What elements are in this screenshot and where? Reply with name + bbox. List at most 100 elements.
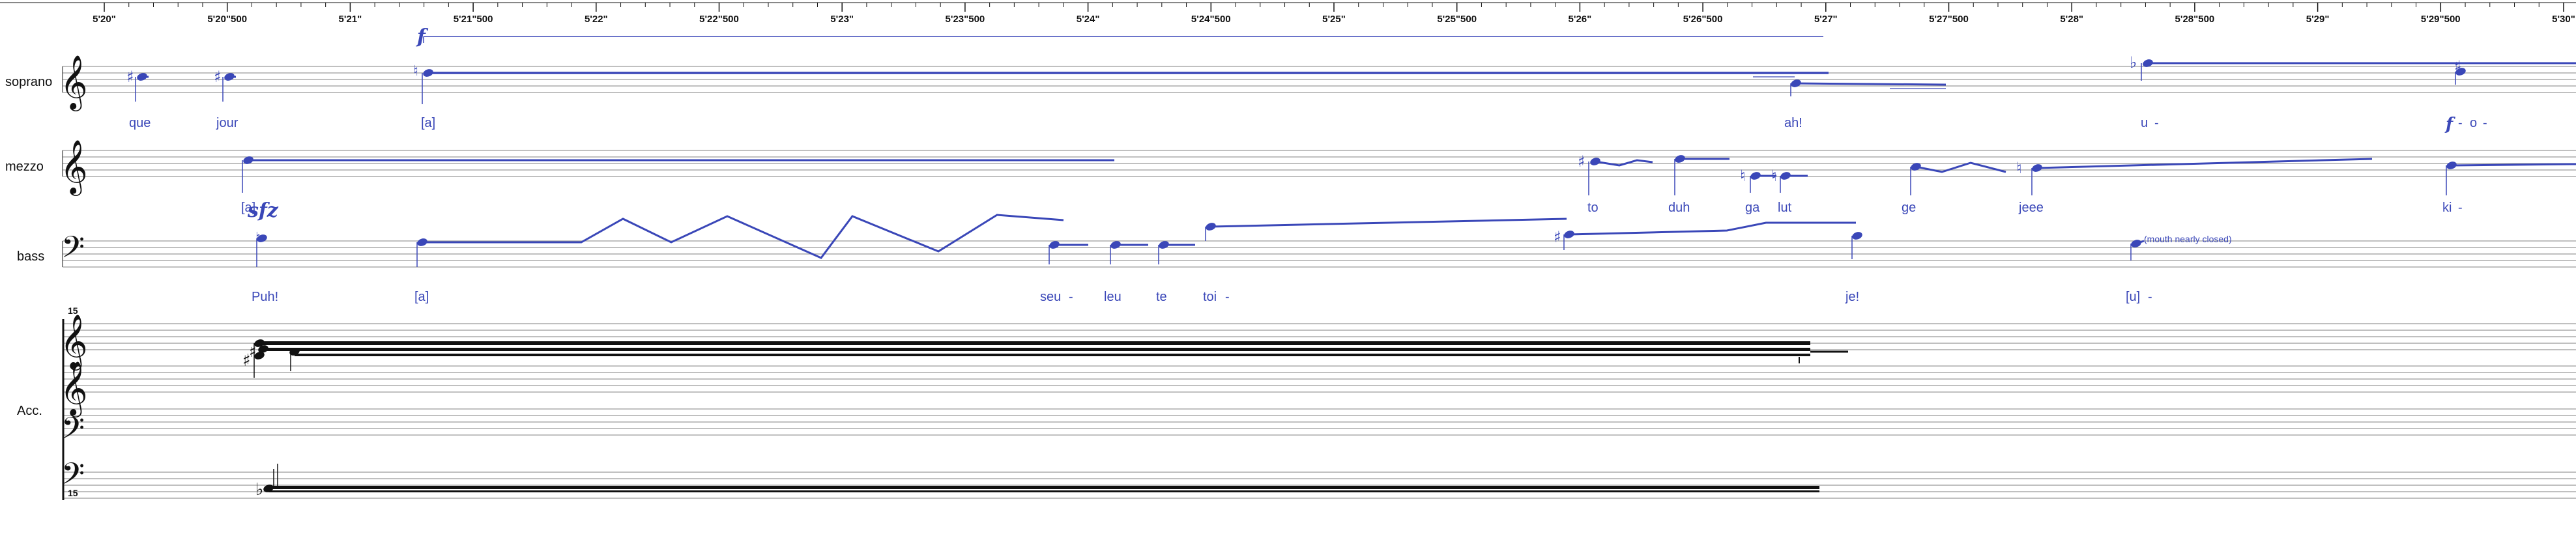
natural-icon: ♮ (413, 63, 418, 79)
ruler-tick-label: 5'30" (2552, 14, 2575, 25)
notehead-icon (257, 234, 267, 242)
dynamic-sfz-mezzo: sfz (247, 199, 279, 222)
sustain-line (2036, 158, 2373, 169)
sharp-icon: ♯ (126, 68, 134, 86)
octave-number-bottom: 15 (68, 488, 78, 498)
ruler-tick-label: 5'25" (1322, 14, 1346, 25)
sustain-bar (263, 348, 1810, 351)
natural-icon: ♮ (2016, 159, 2022, 177)
ruler-tick-label: 5'29" (2306, 14, 2330, 25)
notehead-icon (1911, 163, 1921, 171)
ruler-tick-label: 5'28"500 (2175, 14, 2215, 25)
lyric-bass: te (1156, 290, 1167, 304)
sharp-icon: ♯ (249, 343, 257, 361)
lyric-hyphen-line: - (2483, 116, 2487, 130)
lyric-mezzo: ge (1902, 201, 1916, 215)
flat-icon: ♭ (2130, 53, 2137, 72)
ruler-tick-label: 5'27" (1814, 14, 1838, 25)
sustain-line (1795, 82, 1946, 86)
bass-clef-icon: 𝄢 (61, 230, 85, 272)
lyric-mezzo: to (1587, 201, 1599, 215)
sustain-line (1210, 218, 1567, 228)
lyric-mezzo: lut (1778, 201, 1792, 215)
lyric-soprano: jour (216, 116, 239, 130)
ruler-tick-label: 5'23" (830, 14, 854, 25)
ruler-tick-label: 5'28" (2060, 14, 2083, 25)
part-label-mezzo: mezzo (5, 160, 44, 174)
notehead-icon (2455, 68, 2466, 76)
glissando-line (422, 214, 1064, 259)
ruler-tick-label: 5'25"500 (1437, 14, 1477, 25)
lyric-bass: [a] (414, 290, 429, 304)
natural-icon: ♮ (1771, 167, 1777, 185)
sustain-bar-end (1799, 357, 1800, 363)
ruler-tick-label: 5'27"500 (1929, 14, 1969, 25)
ruler-tick-label: 5'22"500 (699, 14, 739, 25)
glissando-line (1569, 221, 1856, 236)
part-label-acc: Acc. (17, 404, 42, 418)
sustain-bar (268, 490, 1819, 492)
lyric-soprano: que (129, 116, 151, 130)
ruler-tick-label: 5'23"500 (946, 14, 985, 25)
lyric-hyphen-line: - (2148, 290, 2152, 304)
lyric-soprano: ah! (1784, 116, 1802, 130)
sustain-bar (268, 486, 1819, 489)
glissando-line (1915, 162, 2006, 173)
ruler-tick-label: 5'24" (1077, 14, 1100, 25)
notehead-icon (254, 352, 265, 359)
sharp-icon: ♯ (1578, 152, 1585, 171)
lyric-hyphen-line: - (1069, 290, 1073, 304)
notehead-icon (1852, 232, 1862, 240)
natural-icon: ♮ (1740, 167, 1746, 185)
bass-clef-icon: 𝄢 (61, 411, 85, 453)
sustain-bar (259, 341, 1810, 345)
sharp-icon: ♯ (1554, 228, 1561, 246)
part-label-soprano: soprano (5, 75, 52, 89)
sharp-icon: ♯ (2454, 57, 2462, 76)
glissando-line (1595, 159, 1653, 167)
sharp-icon: ♯ (214, 68, 222, 86)
lyric-soprano: o (2470, 116, 2477, 130)
lyric-hyphen-line: - (1225, 290, 1230, 304)
lyric-bass: leu (1104, 290, 1122, 304)
lyric-bass: [u] (2126, 290, 2140, 304)
performance-annotation: (mouth nearly closed) (2144, 234, 2232, 244)
treble-clef-icon: 𝄞 (60, 54, 88, 111)
part-label-bass: bass (17, 249, 44, 264)
treble-clef-icon: 𝄞 (60, 139, 88, 196)
ruler-tick-label: 5'22" (585, 14, 608, 25)
sharp-icon: ♯ (242, 351, 251, 371)
lyric-soprano: [a] (421, 116, 435, 130)
ruler-tick-label: 5'20"500 (207, 14, 247, 25)
staves (62, 66, 2576, 500)
ruler-tick-label: 5'29"500 (2421, 14, 2461, 25)
ruler-tick-label: 5'21" (339, 14, 362, 25)
lyric-dynamic-forte: f (2444, 115, 2455, 134)
sustain-line (2135, 240, 2145, 245)
ruler-tick-label: 5'26" (1569, 14, 1592, 25)
ruler-tick-label: 5'20" (93, 14, 116, 25)
lyric-bass: seu (1040, 290, 1061, 304)
sustain-line (2451, 163, 2576, 167)
ruler-tick-label: 5'21"500 (454, 14, 493, 25)
lyric-mezzo: duh (1668, 201, 1690, 215)
treble-clef-icon: 𝄞 (60, 313, 88, 371)
lyric-hyphen-line: - (2458, 201, 2463, 215)
lyric-mezzo: ki (2442, 201, 2452, 215)
ruler-tick-label: 5'24"500 (1191, 14, 1231, 25)
lyric-hyphen-line: - (2458, 116, 2463, 130)
bass-clef-icon: 𝄢 (61, 457, 85, 499)
ruler-tick-label: 5'26"500 (1683, 14, 1723, 25)
treble-clef-icon: 𝄞 (60, 360, 88, 417)
voice-marks: ♯♯♮♭♯♯♮♮♮♮♯♯♯♭ (126, 36, 2576, 500)
lyric-soprano: u (2141, 116, 2148, 130)
lyric-mezzo: ga (1745, 201, 1760, 215)
lyric-bass: toi (1203, 290, 1217, 304)
flat-icon: ♭ (255, 480, 263, 500)
lyric-bass: je! (1845, 290, 1859, 304)
timeline-ruler: 5'20" 5'20"500 5'21" 5'21"500 5'22" 5'22"500 5… (0, 2, 2576, 25)
lyric-hyphen-line: - (2154, 116, 2159, 130)
octave-number-top: 15 (68, 305, 78, 316)
sustain-bar (295, 354, 1810, 356)
